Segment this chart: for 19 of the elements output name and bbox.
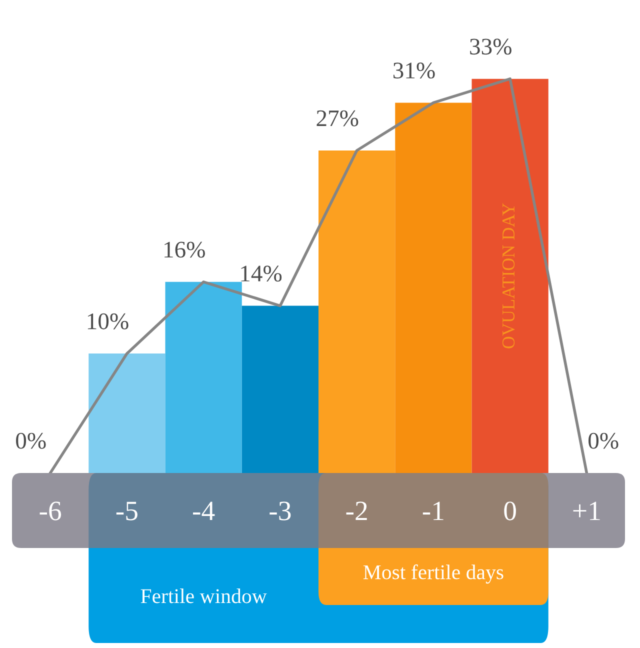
x-tick-label: +1 bbox=[573, 502, 600, 520]
data-label: 14% bbox=[241, 266, 282, 282]
data-label: 10% bbox=[88, 313, 128, 330]
data-label: 31% bbox=[393, 62, 435, 79]
x-tick-label: -1 bbox=[422, 502, 444, 520]
text: Most fertile days bbox=[363, 564, 504, 584]
x-tick-label: -5 bbox=[116, 502, 138, 520]
x-tick-label: 0 bbox=[504, 502, 516, 520]
x-tick-label: -4 bbox=[193, 502, 215, 520]
text: Fertile window bbox=[140, 588, 267, 604]
data-label: 33% bbox=[470, 38, 512, 55]
x-tick-label: -3 bbox=[270, 502, 291, 520]
data-label: 0% bbox=[16, 432, 46, 449]
data-label: 27% bbox=[316, 110, 358, 126]
annotation: OVULATION DAY bbox=[502, 203, 515, 348]
x-tick-label: -6 bbox=[40, 502, 62, 520]
data-label: 0% bbox=[588, 432, 618, 449]
data-label: 16% bbox=[164, 242, 205, 258]
x-tick-label: -2 bbox=[346, 502, 367, 520]
